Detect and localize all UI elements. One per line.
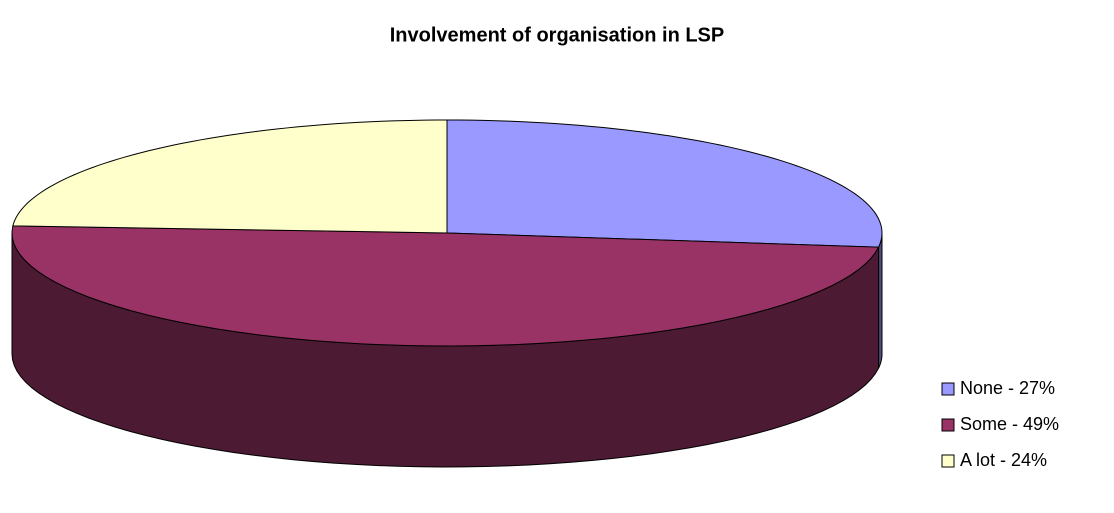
legend-swatch bbox=[941, 418, 955, 432]
legend-label: None - 27% bbox=[960, 378, 1055, 398]
legend-swatch bbox=[941, 454, 955, 468]
legend-label: A lot - 24% bbox=[960, 450, 1047, 470]
legend-swatch bbox=[941, 382, 955, 396]
pie-side bbox=[878, 233, 883, 369]
pie-slice bbox=[446, 119, 883, 248]
pie-slice bbox=[12, 119, 448, 234]
legend-label: Some - 49% bbox=[960, 414, 1059, 434]
chart-title: Involvement of organisation in LSP bbox=[390, 24, 724, 46]
pie-slice bbox=[11, 225, 880, 347]
